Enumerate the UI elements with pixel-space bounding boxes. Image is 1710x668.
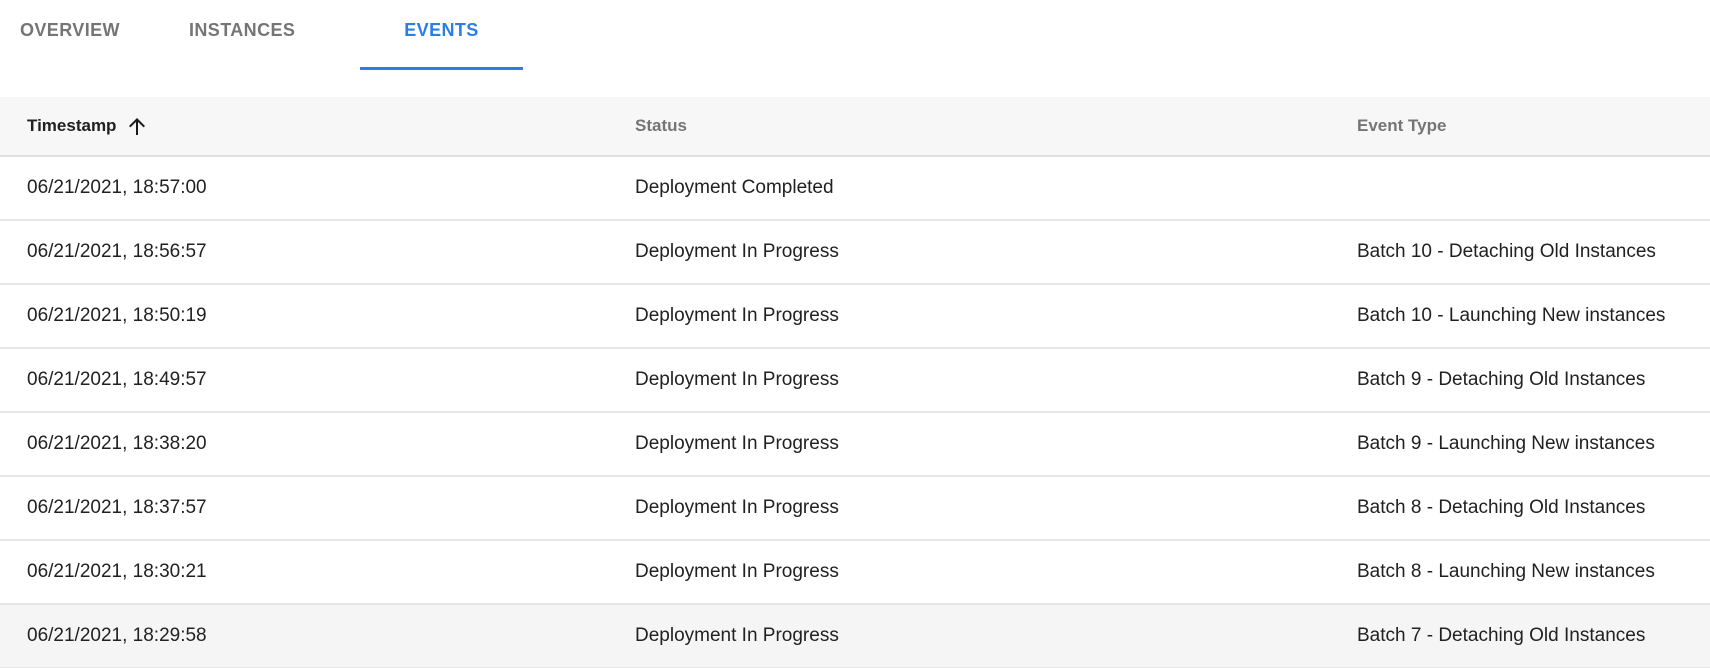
table-row[interactable]: 06/21/2021, 18:29:58 Deployment In Progr… [0, 605, 1710, 668]
cell-timestamp: 06/21/2021, 18:38:20 [27, 433, 207, 454]
column-header-status[interactable]: Status [635, 116, 687, 135]
cell-status: Deployment In Progress [635, 305, 839, 326]
cell-status: Deployment In Progress [635, 497, 839, 518]
table-row[interactable]: 06/21/2021, 18:49:57 Deployment In Progr… [0, 349, 1710, 413]
tab-instances[interactable]: INSTANCES [169, 0, 347, 70]
cell-event-type: Batch 7 - Detaching Old Instances [1357, 625, 1646, 646]
cell-status: Deployment In Progress [635, 561, 839, 582]
tab-overview[interactable]: OVERVIEW [0, 0, 169, 70]
tab-overview-label: OVERVIEW [20, 20, 120, 40]
cell-event-type: Batch 8 - Detaching Old Instances [1357, 497, 1646, 518]
column-header-event-type[interactable]: Event Type [1357, 116, 1447, 135]
cell-event-type: Batch 10 - Launching New instances [1357, 305, 1666, 326]
tab-events-label: EVENTS [404, 20, 479, 40]
cell-timestamp: 06/21/2021, 18:37:57 [27, 497, 207, 518]
table-row[interactable]: 06/21/2021, 18:50:19 Deployment In Progr… [0, 285, 1710, 349]
cell-status: Deployment In Progress [635, 433, 839, 454]
cell-timestamp: 06/21/2021, 18:56:57 [27, 241, 207, 262]
cell-timestamp: 06/21/2021, 18:57:00 [27, 177, 207, 198]
column-header-timestamp-label: Timestamp [27, 116, 117, 135]
table-row[interactable]: 06/21/2021, 18:57:00 Deployment Complete… [0, 157, 1710, 221]
cell-event-type: Batch 10 - Detaching Old Instances [1357, 241, 1656, 262]
tab-bar: OVERVIEW INSTANCES EVENTS [0, 0, 1710, 70]
cell-status: Deployment In Progress [635, 241, 839, 262]
cell-timestamp: 06/21/2021, 18:49:57 [27, 369, 207, 390]
table-row[interactable]: 06/21/2021, 18:37:57 Deployment In Progr… [0, 477, 1710, 541]
cell-status: Deployment In Progress [635, 369, 839, 390]
cell-event-type: Batch 9 - Launching New instances [1357, 433, 1655, 454]
cell-event-type: Batch 8 - Launching New instances [1357, 561, 1655, 582]
cell-timestamp: 06/21/2021, 18:50:19 [27, 305, 207, 326]
table-row[interactable]: 06/21/2021, 18:56:57 Deployment In Progr… [0, 221, 1710, 285]
tab-events[interactable]: EVENTS [360, 0, 523, 70]
cell-timestamp: 06/21/2021, 18:29:58 [27, 625, 207, 646]
cell-status: Deployment Completed [635, 177, 834, 198]
cell-event-type: Batch 9 - Detaching Old Instances [1357, 369, 1646, 390]
table-header-row: Timestamp Status Event Type [0, 97, 1710, 157]
tab-instances-label: INSTANCES [189, 20, 296, 40]
arrow-upward-icon [125, 114, 149, 138]
column-header-timestamp[interactable]: Timestamp [0, 114, 608, 138]
cell-timestamp: 06/21/2021, 18:30:21 [27, 561, 207, 582]
events-table: Timestamp Status Event Type 06/21/2021, … [0, 97, 1710, 668]
table-row[interactable]: 06/21/2021, 18:30:21 Deployment In Progr… [0, 541, 1710, 605]
table-row[interactable]: 06/21/2021, 18:38:20 Deployment In Progr… [0, 413, 1710, 477]
cell-status: Deployment In Progress [635, 625, 839, 646]
